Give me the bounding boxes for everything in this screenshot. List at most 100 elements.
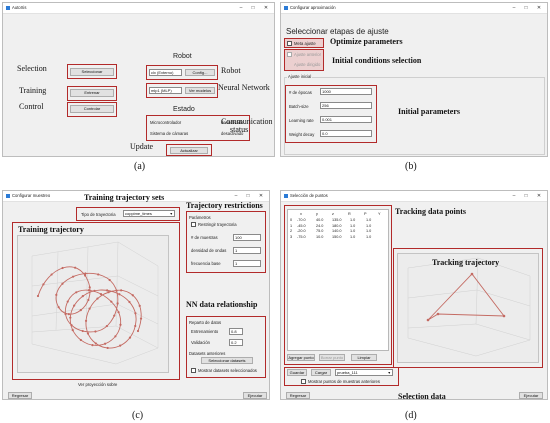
table-cell: 75.0 [316, 229, 324, 233]
maximize-icon[interactable]: □ [524, 5, 528, 11]
field-input-frecuencia[interactable]: 1 [233, 260, 261, 267]
ejecutar-button[interactable]: Ejecutar [243, 392, 267, 399]
window-autoxis: AutoXis – □ ✕ Robot Estado Seleccionar E… [2, 2, 275, 157]
mostrar-puntos-checkbox[interactable] [301, 379, 306, 384]
ajuste-anterior-checkbox[interactable] [287, 52, 292, 57]
ann-comm-2: status [230, 125, 249, 134]
cargar-button[interactable]: Cargar [311, 369, 331, 376]
minimize-icon[interactable]: – [239, 5, 243, 11]
close-icon[interactable]: ✕ [536, 193, 542, 199]
close-icon[interactable]: ✕ [536, 5, 542, 11]
file-select-value: prueba_111 [337, 370, 358, 375]
agregar-punto-button[interactable]: Agregar punto [287, 354, 315, 361]
field-input-muestras[interactable]: 100 [233, 234, 261, 241]
window-title: Selección de puntos [290, 193, 328, 198]
ann-optimize: Optimize parameters [330, 37, 403, 46]
table-cell: 135.0 [332, 218, 342, 222]
guardar-button[interactable]: Guardar [287, 369, 307, 376]
close-icon[interactable]: ✕ [263, 5, 269, 11]
model-field[interactable]: mlp1 (MLP) [149, 87, 182, 94]
table-cell: 40.0 [316, 218, 324, 222]
status-label-camaras: Sistema de cámaras [150, 131, 189, 136]
training-point [114, 335, 117, 338]
seleccionar-datasets-button[interactable]: Seleccionar datasets [201, 357, 253, 364]
validacion-label: Validación [191, 340, 211, 345]
minimize-icon[interactable]: – [234, 193, 238, 199]
param-input-batch[interactable]: 256 [320, 102, 372, 109]
tracking-trajectory-highlight [393, 248, 543, 368]
table-cell: 1.0 [350, 223, 356, 228]
caption-d: (d) [405, 410, 417, 421]
regresar-button[interactable]: Regresar [8, 392, 32, 399]
param-label-epocas: # de épocas [289, 90, 312, 95]
entrenar-button[interactable]: Entrenar [70, 89, 114, 97]
seleccionar-button[interactable]: Seleccionar [70, 68, 114, 76]
training-point [110, 300, 113, 303]
training-point [134, 324, 137, 328]
regresar-button[interactable]: Regresar [286, 392, 310, 399]
param-input-wd[interactable]: 0.0 [320, 130, 372, 137]
restringir-checkbox[interactable] [191, 222, 196, 227]
param-input-lr[interactable]: 0.001 [320, 116, 372, 123]
restrictions-highlight [186, 211, 266, 273]
ejecutar-button[interactable]: Ejecutar [519, 392, 543, 399]
app-icon [284, 194, 288, 198]
tracking-grid [407, 257, 531, 357]
tipo-select[interactable]: coppime_times ▼ [123, 210, 175, 217]
training-point [36, 294, 40, 298]
training-point [50, 273, 53, 276]
config-button[interactable]: Config... [185, 69, 215, 76]
tracking-plot[interactable] [397, 253, 539, 363]
meta-ajuste-checkbox[interactable] [287, 41, 292, 46]
table-header-cell: x [300, 212, 302, 216]
window-seleccion-puntos: Selección de puntos – □ ✕ x y z R P Y 0 -70.0 40… [280, 190, 548, 400]
entrenamiento-label: Entrenamiento [191, 329, 219, 334]
restringir-label: Restringir trayectoria [198, 222, 237, 227]
training-point [105, 324, 108, 328]
tracking-point [502, 314, 506, 318]
table-cell: 24.0 [316, 223, 324, 228]
selection-highlight [67, 64, 117, 79]
param-input-epocas[interactable]: 1000 [320, 88, 372, 95]
mostrar-datasets-checkbox[interactable] [191, 368, 196, 373]
params-highlight [285, 85, 377, 143]
training-point [108, 278, 111, 282]
robot-field[interactable]: clx (Externo) [149, 69, 182, 76]
table-cell: 10.0 [316, 234, 324, 239]
training-point [74, 266, 77, 269]
file-select[interactable]: prueba_111 ▼ [335, 369, 393, 376]
tipo-label: Tipo de trayectoria [81, 212, 116, 217]
ann-update: Update [130, 142, 154, 151]
titlebar: AutoXis – □ ✕ [3, 3, 274, 14]
training-point [107, 291, 110, 294]
training-point [99, 292, 103, 296]
minimize-icon[interactable]: – [512, 193, 516, 199]
maximize-icon[interactable]: □ [251, 5, 255, 11]
maximize-icon[interactable]: □ [246, 193, 250, 199]
table-cell: 3 [290, 234, 293, 239]
table-cell: 150.0 [332, 234, 342, 239]
titlebar: Selección de puntos – □ ✕ [281, 191, 547, 202]
close-icon[interactable]: ✕ [258, 193, 264, 199]
ver-modelos-button[interactable]: Ver modelos [185, 87, 215, 94]
training-plot[interactable] [17, 235, 169, 373]
app-icon [6, 194, 10, 198]
training-point [94, 330, 97, 333]
table-cell: 1.0 [350, 234, 356, 239]
maximize-icon[interactable]: □ [524, 193, 528, 199]
entrenamiento-input[interactable]: 0.8 [229, 328, 243, 335]
actualizar-button[interactable]: Actualizar [170, 147, 208, 154]
training-point [128, 336, 132, 339]
minimize-icon[interactable]: – [512, 5, 516, 11]
field-label-frecuencia: frecuencia base [191, 261, 221, 266]
controlar-button[interactable]: Controlar [70, 105, 114, 113]
points-table[interactable]: x y z R P Y 0 -70.0 40.0 135.0 1.0 1.0 1 -45.0 24.0 180… [287, 209, 389, 351]
field-input-densidad[interactable]: 1 [233, 247, 261, 254]
training-point [88, 286, 91, 289]
limpiar-button[interactable]: Limpiar [351, 354, 377, 361]
caption-c: (c) [132, 410, 144, 421]
validacion-input[interactable]: 0.2 [229, 339, 243, 346]
training-trajectory-svg [31, 241, 159, 365]
window-title: Configurar muestreo [12, 193, 51, 198]
borrar-punto-button[interactable]: Borrar punto [319, 354, 345, 361]
